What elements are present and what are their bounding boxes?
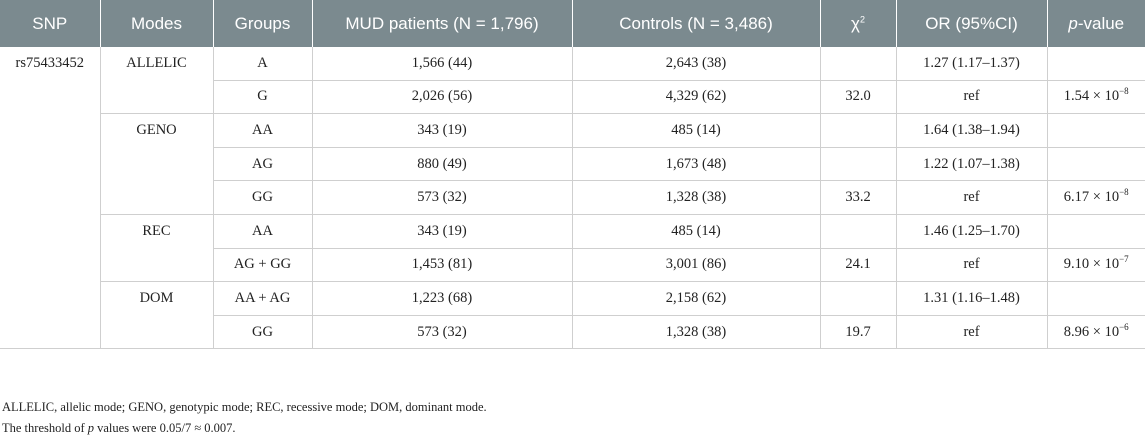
chi-symbol: χ <box>851 13 860 33</box>
group-cell: A <box>213 47 313 81</box>
table-row: DOM AA + AG 1,223 (68) 2,158 (62) 1.31 (1.16… <box>0 281 1145 350</box>
p-value-cell <box>1047 47 1145 81</box>
table-row: G 2,026 (56) 4,329 (62) 32.0 ref 1.54 × 10−8 <box>0 80 1145 115</box>
chi-square-cell <box>820 47 897 81</box>
chi-superscript: 2 <box>859 13 865 24</box>
p-value-cell: 6.17 × 10−8 <box>1047 180 1145 215</box>
controls-cell: 485 (14) <box>572 214 821 249</box>
odds-ratio-cell: ref <box>896 248 1048 283</box>
table-row: GG 573 (32) 1,328 (38) 33.2 ref 6.17 × 10−8 <box>0 180 1145 215</box>
header-mud-patients: MUD patients (N = 1,796) <box>312 0 573 47</box>
snp-cell: rs75433452 <box>0 47 101 350</box>
p-suffix: -value <box>1077 13 1125 33</box>
group-cell: AA <box>213 214 313 249</box>
controls-cell: 2,643 (38) <box>572 47 821 81</box>
p-value-exponent: −8 <box>1119 86 1129 97</box>
odds-ratio-cell: 1.31 (1.16–1.48) <box>896 281 1048 316</box>
controls-cell: 1,328 (38) <box>572 180 821 215</box>
mode-cell: ALLELIC <box>100 47 214 115</box>
p-value-cell: 1.54 × 10−8 <box>1047 80 1145 115</box>
mode-cell: REC <box>100 214 214 283</box>
odds-ratio-cell: 1.22 (1.07–1.38) <box>896 147 1048 182</box>
table-footnotes: ALLELIC, allelic mode; GENO, genotypic m… <box>2 397 487 439</box>
p-value-exponent: −7 <box>1119 254 1129 265</box>
odds-ratio-cell: 1.27 (1.17–1.37) <box>896 47 1048 81</box>
chi-square-cell <box>820 147 897 182</box>
header-modes: Modes <box>100 0 214 47</box>
header-snp: SNP <box>0 0 101 47</box>
odds-ratio-cell: 1.46 (1.25–1.70) <box>896 214 1048 249</box>
p-value-base: 6.17 × 10 <box>1063 189 1120 206</box>
header-chi-square: χ2 <box>820 0 897 47</box>
mud-cell: 1,566 (44) <box>312 47 573 81</box>
mud-cell: 2,026 (56) <box>312 80 573 115</box>
header-controls: Controls (N = 3,486) <box>572 0 821 47</box>
footnote-threshold-pre: The threshold of <box>2 421 88 435</box>
p-value-cell <box>1047 147 1145 182</box>
group-cell: G <box>213 80 313 115</box>
mud-cell: 1,453 (81) <box>312 248 573 283</box>
footnote-threshold-p: p <box>87 421 94 435</box>
odds-ratio-cell: ref <box>896 315 1048 350</box>
table-row: GG 573 (32) 1,328 (38) 19.7 ref 8.96 × 10−6 <box>0 315 1145 350</box>
mode-cell: GENO <box>100 113 214 215</box>
p-value-base: 1.54 × 10 <box>1063 88 1120 105</box>
controls-cell: 3,001 (86) <box>572 248 821 283</box>
mud-cell: 573 (32) <box>312 315 573 350</box>
controls-cell: 1,673 (48) <box>572 147 821 182</box>
table-row: AG 880 (49) 1,673 (48) 1.22 (1.07–1.38) <box>0 147 1145 182</box>
header-row: SNP Modes Groups MUD patients (N = 1,796… <box>0 0 1145 47</box>
chi-square-cell: 32.0 <box>820 80 897 115</box>
p-italic: p <box>1068 13 1078 33</box>
footnote-abbreviations: ALLELIC, allelic mode; GENO, genotypic m… <box>2 400 487 414</box>
group-cell: GG <box>213 315 313 350</box>
mud-cell: 880 (49) <box>312 147 573 182</box>
controls-cell: 1,328 (38) <box>572 315 821 350</box>
mud-cell: 343 (19) <box>312 113 573 148</box>
group-cell: AA + AG <box>213 281 313 316</box>
p-value-cell: 9.10 × 10−7 <box>1047 248 1145 283</box>
table-row: REC AA 343 (19) 485 (14) 1.46 (1.25–1.70) <box>0 214 1145 283</box>
chi-square-cell <box>820 214 897 249</box>
header-p-value: p-value <box>1047 0 1145 47</box>
group-cell: AA <box>213 113 313 148</box>
p-value-base: 9.10 × 10 <box>1063 256 1120 273</box>
mud-cell: 343 (19) <box>312 214 573 249</box>
controls-cell: 2,158 (62) <box>572 281 821 316</box>
chi-square-cell <box>820 113 897 148</box>
p-value-cell <box>1047 113 1145 148</box>
chi-square-cell: 24.1 <box>820 248 897 283</box>
odds-ratio-cell: 1.64 (1.38–1.94) <box>896 113 1048 148</box>
header-groups: Groups <box>213 0 313 47</box>
association-table: SNP Modes Groups MUD patients (N = 1,796… <box>0 0 1145 350</box>
header-odds-ratio: OR (95%CI) <box>896 0 1048 47</box>
footnote-threshold: The threshold of p values were 0.05/7 ≈ … <box>2 418 487 439</box>
controls-cell: 485 (14) <box>572 113 821 148</box>
chi-square-cell: 33.2 <box>820 180 897 215</box>
odds-ratio-cell: ref <box>896 180 1048 215</box>
controls-cell: 4,329 (62) <box>572 80 821 115</box>
mode-cell: DOM <box>100 281 214 350</box>
mud-cell: 573 (32) <box>312 180 573 215</box>
chi-square-cell <box>820 281 897 316</box>
table-row: GENO AA 343 (19) 485 (14) 1.64 (1.38–1.94) <box>0 113 1145 215</box>
table-row: rs75433452 ALLELIC A 1,566 (44) 2,643 (38) 1.… <box>0 47 1145 350</box>
table-row: AG + GG 1,453 (81) 3,001 (86) 24.1 ref 9.10 ×… <box>0 248 1145 283</box>
p-value-cell: 8.96 × 10−6 <box>1047 315 1145 350</box>
group-cell: AG <box>213 147 313 182</box>
p-value-cell <box>1047 281 1145 316</box>
p-value-cell <box>1047 214 1145 249</box>
p-value-exponent: −6 <box>1119 321 1129 332</box>
group-cell: GG <box>213 180 313 215</box>
p-value-exponent: −8 <box>1119 187 1129 198</box>
chi-square-cell: 19.7 <box>820 315 897 350</box>
odds-ratio-cell: ref <box>896 80 1048 115</box>
footnote-threshold-post: values were 0.05/7 ≈ 0.007. <box>94 421 236 435</box>
mud-cell: 1,223 (68) <box>312 281 573 316</box>
p-value-base: 8.96 × 10 <box>1063 323 1120 340</box>
group-cell: AG + GG <box>213 248 313 283</box>
